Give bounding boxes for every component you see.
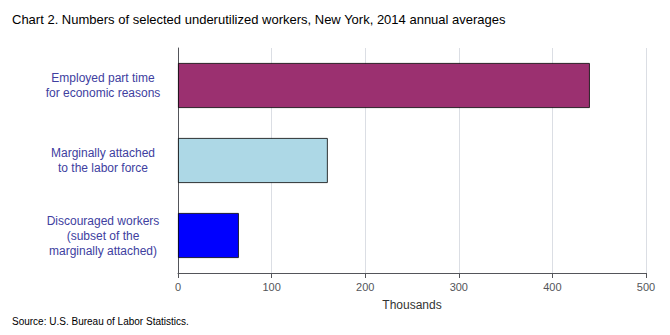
svg-text:marginally attached): marginally attached) <box>49 244 157 258</box>
svg-text:Chart 2. Numbers of selected u: Chart 2. Numbers of selected underutiliz… <box>12 12 506 27</box>
svg-text:Thousands: Thousands <box>382 298 441 312</box>
svg-text:500: 500 <box>637 281 655 293</box>
svg-text:Source: U.S. Bureau of Labor S: Source: U.S. Bureau of Labor Statistics. <box>12 316 189 327</box>
svg-text:200: 200 <box>356 281 374 293</box>
svg-text:300: 300 <box>450 281 468 293</box>
svg-text:100: 100 <box>262 281 280 293</box>
svg-text:Marginally attached: Marginally attached <box>51 146 155 160</box>
svg-text:0: 0 <box>175 281 181 293</box>
svg-text:(subset of the: (subset of the <box>67 229 140 243</box>
svg-text:Discouraged workers: Discouraged workers <box>47 214 160 228</box>
svg-text:Employed part time: Employed part time <box>51 71 155 85</box>
svg-text:for economic reasons: for economic reasons <box>46 86 161 100</box>
svg-text:400: 400 <box>543 281 561 293</box>
svg-text:to the labor force: to the labor force <box>58 161 148 175</box>
